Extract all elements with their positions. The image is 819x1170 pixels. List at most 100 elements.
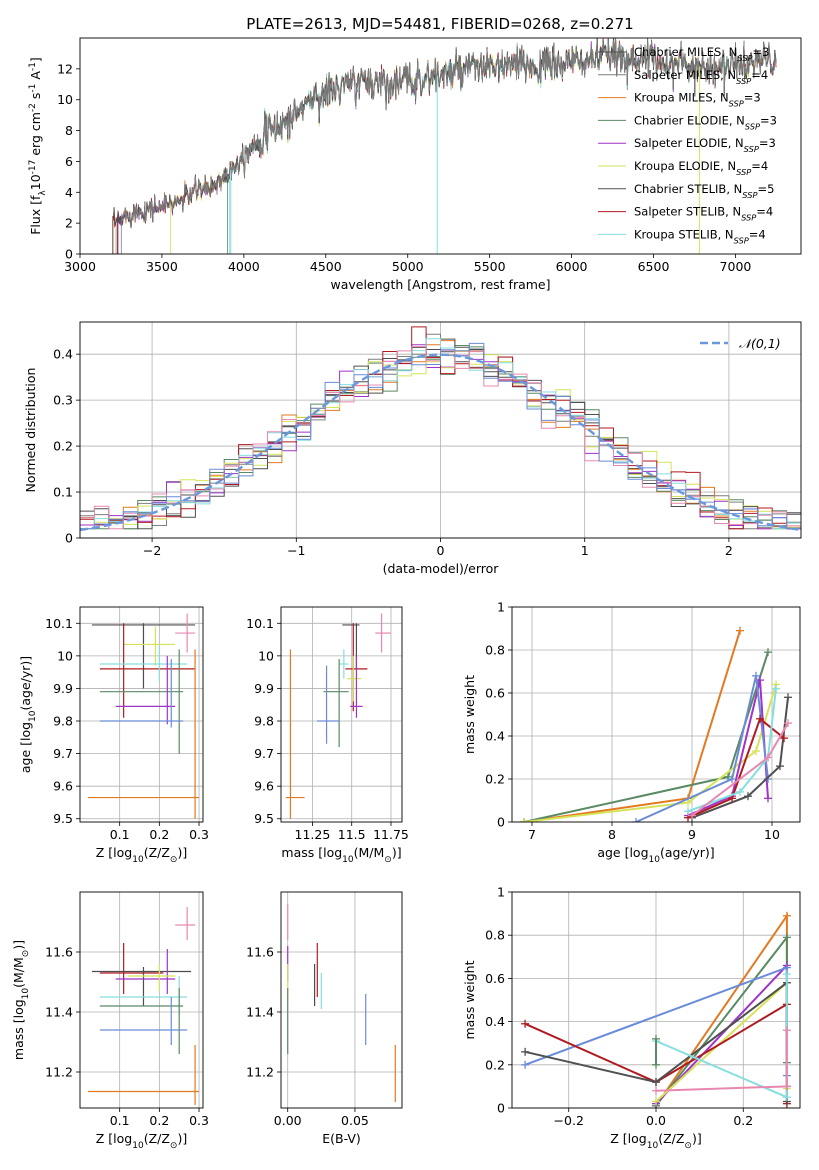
mass_weight_vs_age-plot <box>520 626 792 822</box>
axes-frame <box>79 891 204 1109</box>
axes-frame <box>79 606 204 823</box>
errorbar-point <box>123 626 176 666</box>
y-tick-label: 9.6 <box>254 779 274 794</box>
errorbar-point <box>339 649 349 679</box>
series-line-kroupa_miles <box>523 630 741 822</box>
mass_vs_Z-plot <box>87 907 200 1105</box>
mass_vs_Z-ylabel: mass [log10(M/M⊙)] <box>11 940 31 1060</box>
legend-entry: Kroupa ELODIE, NSSP=4 <box>634 159 768 177</box>
residual_hist-xlabel: (data-model)/error <box>383 561 500 576</box>
y-tick-label: 9.7 <box>53 746 73 761</box>
histogram-series-salpeter_stelib <box>80 326 801 530</box>
figure-title: PLATE=2613, MJD=54481, FIBERID=0268, z=0… <box>246 15 633 33</box>
series-marker <box>744 792 752 801</box>
x-tick-label: 9 <box>688 827 696 842</box>
series-marker <box>521 1060 530 1069</box>
y-tick-label: 1 <box>497 600 505 615</box>
x-tick-label: 5500 <box>474 259 506 274</box>
y-tick-label: 0.2 <box>485 1057 505 1072</box>
errorbar-point <box>91 623 196 689</box>
legend-entry: Salpeter STELIB, NSSP=4 <box>634 205 773 223</box>
mass_weight_vs_Z-plot <box>521 911 791 1108</box>
errorbar-point <box>175 613 196 653</box>
series-marker <box>684 798 692 807</box>
y-tick-label: 9.6 <box>53 779 73 794</box>
series-marker <box>632 818 640 822</box>
y-tick-label: 0.1 <box>53 485 73 500</box>
series-marker <box>521 1047 530 1056</box>
axes-frame <box>280 606 403 823</box>
errorbar-point <box>99 623 196 718</box>
y-tick-label: 0.2 <box>53 439 73 454</box>
errorbar-point <box>99 943 164 994</box>
x-tick-label: 8 <box>608 827 616 842</box>
mass_weight_vs_Z-ylabel: mass weight <box>462 960 477 1039</box>
legend-entry: Salpeter MILES, NSSP=4 <box>634 68 768 86</box>
errorbar-point <box>87 649 200 819</box>
x-tick-label: 0.3 <box>189 827 209 842</box>
legend-entry: Chabrier STELIB, NSSP=5 <box>634 182 774 200</box>
axes-frame <box>79 321 802 539</box>
x-tick-label: 0.0 <box>646 1113 666 1128</box>
y-tick-label: 8 <box>65 123 73 138</box>
errorbar-point <box>99 988 184 1054</box>
series-marker <box>728 775 736 783</box>
x-tick-label: 0.1 <box>110 1113 130 1128</box>
x-tick-label: 0.3 <box>189 1113 209 1128</box>
series-marker <box>782 1026 791 1035</box>
y-tick-label: 11.6 <box>246 945 274 960</box>
age_vs_mass-axes: 11.25 11.5 11.75 9.5 9.6 9.7 9.8 9.9 10 10.1 mass … <box>246 607 409 865</box>
y-tick-label: 0 <box>65 531 73 546</box>
y-tick-label: 10.1 <box>45 616 73 631</box>
x-tick-label: 11.75 <box>373 827 409 842</box>
series-marker <box>736 787 744 796</box>
axes-frame <box>79 37 802 255</box>
axes-frame <box>511 891 801 1109</box>
series-marker <box>756 714 764 723</box>
series-marker <box>736 626 744 635</box>
series-line-kroupa_stelib <box>687 688 777 813</box>
x-tick-label: 6000 <box>556 259 588 274</box>
errorbar-point <box>285 649 305 819</box>
age_vs_mass-plot <box>285 613 391 819</box>
x-tick-label: 7 <box>528 827 536 842</box>
series-line-salpeter_stelib <box>687 717 785 819</box>
y-tick-label: 10 <box>57 92 73 107</box>
series-marker <box>652 1086 660 1095</box>
legend-entry: Kroupa STELIB, NSSP=4 <box>634 227 766 245</box>
y-tick-label: 0.6 <box>485 686 505 701</box>
x-tick-label: −0.2 <box>554 1113 584 1128</box>
errorbar-point <box>99 997 188 1045</box>
y-tick-label: 2 <box>65 216 73 231</box>
y-tick-label: 11.4 <box>246 1005 274 1020</box>
series-line-blue <box>635 675 769 822</box>
series-marker <box>752 671 760 680</box>
legend-entry: Kroupa MILES, NSSP=3 <box>634 91 761 109</box>
y-tick-label: 11.6 <box>45 945 73 960</box>
series-marker <box>684 807 692 816</box>
y-tick-label: 0.8 <box>485 643 505 658</box>
y-tick-label: 6 <box>65 154 73 169</box>
series-marker <box>784 719 792 728</box>
series-marker <box>772 684 780 693</box>
y-tick-label: 0.6 <box>485 971 505 986</box>
spectrum-ylabel: Flux [fλ10-17 erg cm-2 s-1 A-1] <box>28 57 48 235</box>
x-tick-label: 11.5 <box>338 827 366 842</box>
y-tick-label: 0.3 <box>53 393 73 408</box>
x-tick-label: 7000 <box>720 259 752 274</box>
mass_weight_vs_age-ylabel: mass weight <box>462 675 477 754</box>
spectrum-xlabel: wavelength [Angstrom, rest frame] <box>330 277 550 292</box>
y-tick-label: 0 <box>497 815 505 830</box>
y-tick-label: 0.4 <box>485 729 505 744</box>
series-marker <box>520 818 528 822</box>
series-marker <box>782 911 791 920</box>
y-tick-label: 12 <box>57 61 73 76</box>
x-tick-label: 4500 <box>310 259 342 274</box>
series-marker <box>752 747 760 756</box>
y-tick-label: 0.4 <box>485 1014 505 1029</box>
x-tick-label: 0 <box>437 543 445 558</box>
normal-curve <box>80 353 799 532</box>
x-tick-label: 4000 <box>228 259 260 274</box>
mass_weight_vs_age-axes: 7 8 9 10 0 0.2 0.4 0.6 0.8 1 age [log10(age/yr)] ma… <box>462 600 800 865</box>
